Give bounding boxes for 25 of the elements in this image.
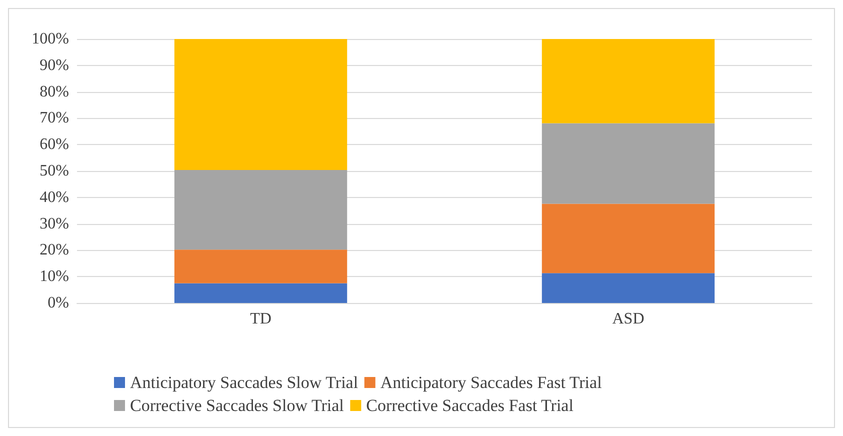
y-tick-label: 10% (40, 268, 69, 286)
bar (542, 123, 715, 204)
y-tick-label: 70% (40, 110, 69, 127)
y-tick-label: 40% (40, 188, 69, 206)
y-tick-label: 90% (40, 56, 69, 74)
y-tick-label: 80% (40, 83, 69, 100)
legend-label: Corrective Saccades Slow Trial (130, 396, 344, 415)
y-tick-label: 60% (40, 136, 69, 154)
legend-label: Anticipatory Saccades Slow Trial (130, 373, 358, 392)
y-tick-label: 100% (32, 30, 69, 48)
y-tick-label: 50% (40, 162, 69, 180)
bar (174, 283, 348, 303)
y-tick-label: 20% (40, 242, 69, 259)
legend-label: Anticipatory Saccades Fast Trial (380, 373, 602, 392)
bar (542, 39, 715, 124)
bar (174, 39, 348, 170)
legend-label: Corrective Saccades Fast Trial (366, 396, 574, 415)
bar (174, 250, 348, 284)
y-tick-label: 30% (40, 215, 69, 232)
bar (174, 170, 348, 250)
y-tick-label: 0% (48, 294, 69, 312)
x-tick-label: ASD (612, 310, 644, 328)
x-tick-label: TD (250, 310, 272, 328)
bar (542, 273, 715, 303)
bar (542, 204, 715, 274)
